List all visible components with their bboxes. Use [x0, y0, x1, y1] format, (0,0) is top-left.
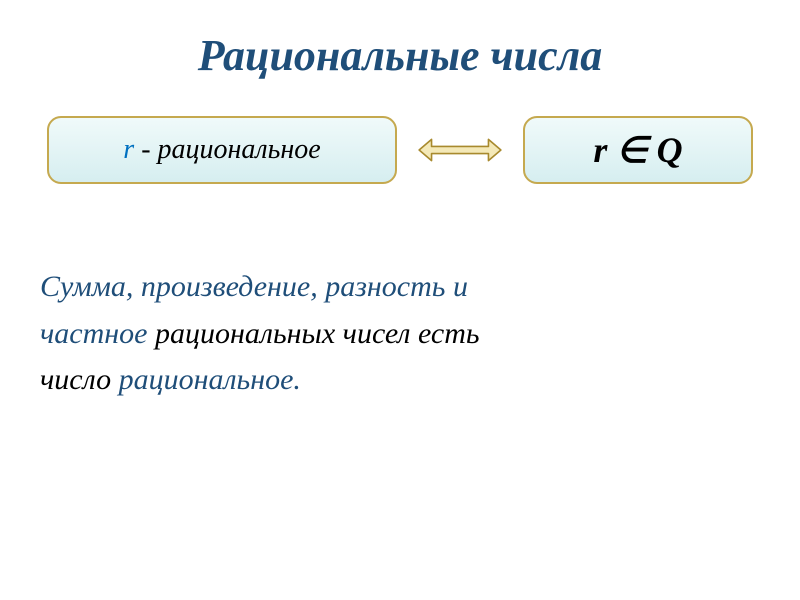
box-right-text: r ∈ Q — [593, 129, 682, 171]
statement-line: число рациональное. — [40, 357, 760, 404]
concept-row: r - рациональное r ∈ Q — [0, 116, 800, 184]
double-arrow — [415, 134, 505, 166]
page-title: Рациональные числа — [0, 0, 800, 81]
statement-part: частное — [40, 317, 148, 350]
statement-part: рациональных чисел есть — [148, 317, 480, 350]
title-text: Рациональные числа — [198, 31, 602, 80]
statement-line: Сумма, произведение, разность и — [40, 264, 760, 311]
statement-line: частное рациональных чисел есть — [40, 311, 760, 358]
statement-part: рациональное. — [119, 363, 301, 396]
box-r-in-q: r ∈ Q — [523, 116, 753, 184]
statement-part: Сумма, произведение, разность и — [40, 270, 468, 303]
box-rational-word: r - рациональное — [47, 116, 397, 184]
statement-paragraph: Сумма, произведение, разность и частное р… — [0, 264, 800, 404]
statement-part: число — [40, 363, 119, 396]
box-left-r: r — [123, 134, 134, 165]
double-arrow-icon — [415, 134, 505, 166]
box-left-rest: - рациональное — [134, 134, 320, 165]
